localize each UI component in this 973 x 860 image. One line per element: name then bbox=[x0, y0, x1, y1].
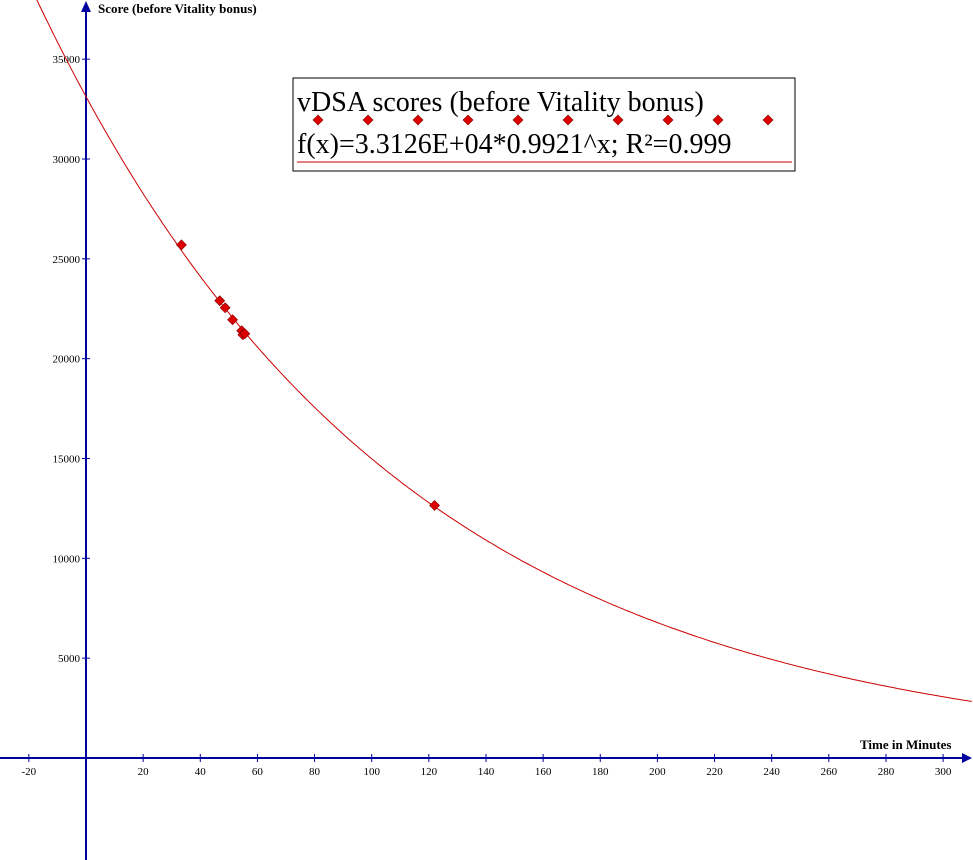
x-tick-label: 260 bbox=[821, 766, 838, 778]
x-tick-label: 120 bbox=[421, 766, 438, 778]
y-tick-label: 25000 bbox=[53, 254, 81, 266]
y-tick-label: 5000 bbox=[58, 653, 81, 665]
data-point bbox=[219, 302, 231, 314]
x-tick-label: -20 bbox=[22, 766, 37, 778]
y-tick-label: 20000 bbox=[53, 354, 81, 366]
legend-marker bbox=[562, 114, 574, 126]
data-point bbox=[239, 328, 251, 340]
x-tick-label: 240 bbox=[763, 766, 780, 778]
x-tick-label: 180 bbox=[592, 766, 609, 778]
x-tick-label: 40 bbox=[195, 766, 207, 778]
y-tick-label: 15000 bbox=[53, 453, 81, 465]
legend-marker bbox=[512, 114, 524, 126]
legend-marker bbox=[762, 114, 774, 126]
legend-marker bbox=[312, 114, 324, 126]
x-tick-label: 60 bbox=[252, 766, 264, 778]
legend: vDSA scores (before Vitality bonus) f(x)… bbox=[292, 77, 796, 172]
y-axis-arrow bbox=[81, 1, 91, 12]
legend-markers bbox=[312, 114, 774, 126]
x-tick-label: 100 bbox=[363, 766, 380, 778]
x-tick-label: 300 bbox=[935, 766, 952, 778]
legend-marker bbox=[362, 114, 374, 126]
x-tick-label: 140 bbox=[478, 766, 495, 778]
legend-series-label: vDSA scores (before Vitality bonus) bbox=[297, 87, 704, 118]
y-tick-label: 10000 bbox=[53, 553, 81, 565]
legend-marker bbox=[412, 114, 424, 126]
legend-marker bbox=[612, 114, 624, 126]
x-tick-label: 160 bbox=[535, 766, 552, 778]
x-tick-label: 220 bbox=[706, 766, 723, 778]
data-point bbox=[429, 499, 440, 511]
legend-marker bbox=[462, 114, 474, 126]
y-tick-label: 30000 bbox=[53, 154, 81, 166]
x-tick-label: 80 bbox=[309, 766, 321, 778]
legend-box bbox=[292, 77, 796, 172]
legend-marker bbox=[712, 114, 724, 126]
data-points bbox=[175, 239, 440, 511]
x-tick-label: 200 bbox=[649, 766, 666, 778]
data-point bbox=[227, 314, 238, 326]
y-axis-title: Score (before Vitality bonus) bbox=[98, 1, 257, 16]
x-axis-arrow bbox=[962, 753, 972, 763]
ticks: -20 20 40 60 80 100 120 140 160 180 200 220 240 260 28… bbox=[22, 54, 952, 778]
data-point bbox=[175, 239, 187, 251]
legend-marker bbox=[662, 114, 674, 126]
trendline bbox=[36, 0, 972, 702]
x-tick-label: 280 bbox=[878, 766, 895, 778]
x-tick-label: 20 bbox=[138, 766, 150, 778]
data-point bbox=[214, 295, 226, 307]
x-axis-title: Time in Minutes bbox=[860, 737, 952, 752]
legend-trendline-label: f(x)=3.3126E+04*0.9921^x; R²=0.999 bbox=[297, 129, 731, 160]
